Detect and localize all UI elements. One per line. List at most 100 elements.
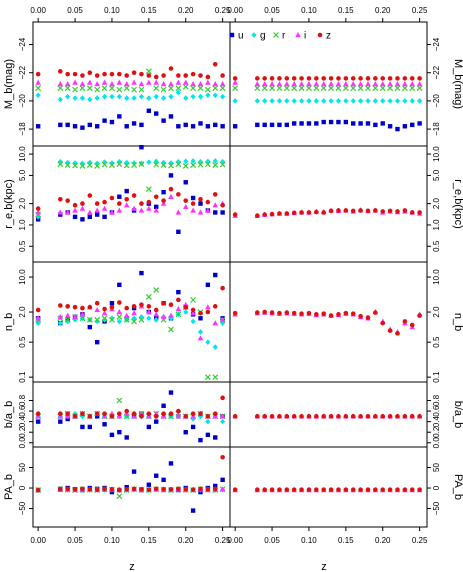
- marker-i: [350, 81, 357, 87]
- marker-r: [394, 85, 401, 92]
- marker-g: [205, 339, 211, 345]
- marker-z: [205, 486, 211, 492]
- marker-g: [205, 418, 211, 425]
- marker-z: [176, 73, 181, 78]
- y-axis-label-left: r_e,b(kpc): [3, 179, 15, 229]
- marker-u: [131, 469, 137, 474]
- marker-g: [380, 98, 386, 104]
- marker-z: [336, 487, 341, 492]
- marker-u: [102, 422, 107, 427]
- marker-g: [251, 32, 257, 38]
- marker-r: [219, 85, 226, 92]
- marker-g: [335, 98, 342, 104]
- marker-z: [284, 310, 290, 315]
- marker-z: [139, 414, 144, 419]
- y-tick-label-left: −18: [18, 122, 27, 136]
- marker-g: [79, 95, 86, 101]
- y-tick-label-left: 0.0: [18, 437, 27, 449]
- y-tick-label-left: −50: [18, 501, 27, 515]
- y-tick-label-left: 10.0: [18, 146, 27, 162]
- marker-z: [317, 32, 323, 38]
- marker-z: [417, 313, 422, 318]
- marker-r: [190, 296, 197, 303]
- marker-u: [380, 121, 385, 126]
- y-tick-label-left: 0.1: [18, 371, 27, 383]
- marker-z: [190, 411, 196, 417]
- marker-z: [124, 73, 130, 78]
- marker-z: [80, 411, 85, 417]
- y-tick-label-right: 5.0: [432, 169, 441, 181]
- marker-r: [197, 161, 204, 168]
- marker-i: [269, 81, 275, 87]
- marker-r: [365, 85, 371, 92]
- marker-r: [109, 316, 115, 323]
- marker-u: [190, 124, 196, 129]
- y-tick-label-right: −22: [432, 65, 441, 79]
- y-tick-label-right: 0.4: [432, 416, 441, 428]
- marker-z: [212, 411, 218, 417]
- marker-z: [153, 194, 159, 200]
- marker-i: [57, 81, 64, 87]
- marker-g: [269, 98, 275, 104]
- marker-u: [387, 124, 393, 129]
- marker-z: [146, 73, 152, 78]
- marker-z: [176, 192, 181, 197]
- marker-u: [87, 214, 93, 220]
- marker-u: [328, 119, 334, 125]
- marker-r: [291, 85, 298, 92]
- marker-i: [261, 81, 268, 87]
- marker-g: [262, 98, 268, 104]
- y-tick-label-left: 0.8: [18, 394, 27, 406]
- marker-z: [35, 307, 41, 313]
- marker-z: [380, 487, 386, 492]
- marker-r: [190, 162, 197, 168]
- marker-z: [35, 206, 41, 211]
- x-tick-label-top: 0.00: [30, 6, 46, 15]
- marker-r: [86, 316, 93, 323]
- marker-z: [291, 414, 297, 419]
- marker-z: [387, 487, 393, 492]
- marker-z: [35, 411, 41, 417]
- marker-z: [373, 487, 378, 492]
- marker-i: [146, 205, 152, 211]
- marker-z: [402, 414, 408, 419]
- marker-z: [109, 486, 115, 492]
- marker-i: [101, 79, 108, 85]
- x-tick-label-bottom: 0.10: [104, 536, 120, 545]
- marker-z: [299, 210, 304, 215]
- marker-g: [220, 158, 226, 165]
- marker-i: [87, 79, 93, 85]
- marker-i: [35, 209, 41, 215]
- marker-u: [198, 437, 203, 443]
- marker-u: [183, 180, 188, 185]
- marker-u: [213, 122, 218, 128]
- marker-g: [409, 98, 415, 104]
- marker-u: [321, 119, 326, 125]
- y-tick-label-right: 0.6: [432, 405, 441, 417]
- marker-g: [124, 159, 130, 166]
- marker-i: [123, 202, 130, 208]
- marker-u: [229, 32, 235, 38]
- marker-g: [72, 316, 78, 323]
- marker-i: [57, 313, 64, 320]
- marker-z: [373, 208, 378, 213]
- marker-i: [219, 81, 226, 87]
- marker-z: [314, 487, 319, 492]
- marker-z: [80, 486, 85, 492]
- y-tick-label-left: 0.6: [18, 405, 27, 417]
- marker-z: [328, 487, 334, 492]
- marker-g: [109, 315, 115, 322]
- marker-i: [109, 81, 115, 87]
- marker-u: [117, 194, 122, 199]
- marker-r: [153, 287, 160, 293]
- marker-z: [409, 487, 415, 492]
- marker-z: [254, 414, 260, 419]
- marker-r: [153, 161, 160, 168]
- marker-u: [102, 118, 107, 123]
- marker-z: [139, 201, 144, 206]
- marker-u: [277, 122, 282, 128]
- marker-z: [72, 304, 78, 310]
- marker-z: [124, 408, 130, 414]
- marker-g: [232, 98, 238, 104]
- marker-u: [72, 214, 78, 220]
